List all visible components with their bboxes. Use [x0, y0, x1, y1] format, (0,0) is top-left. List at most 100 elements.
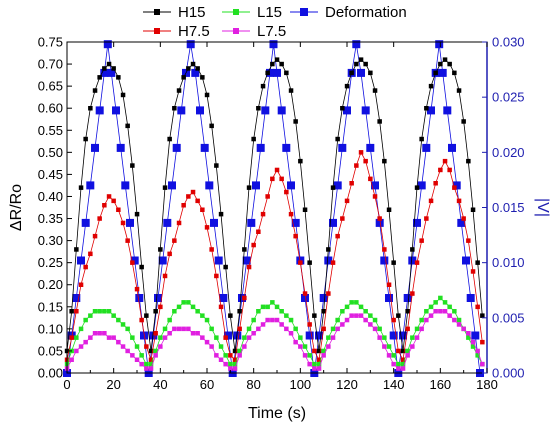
data-point	[470, 344, 476, 349]
data-point	[195, 331, 200, 336]
data-point	[344, 83, 350, 89]
data-point	[242, 256, 251, 265]
data-point	[148, 361, 154, 367]
data-point	[116, 143, 125, 152]
data-point	[214, 335, 219, 340]
data-point	[260, 83, 266, 89]
data-point	[106, 194, 112, 199]
series-h15	[64, 57, 485, 354]
data-point	[400, 348, 406, 354]
data-point	[363, 158, 368, 164]
data-point	[293, 119, 298, 124]
legend-item: L7.5	[222, 23, 286, 40]
data-point	[167, 136, 172, 142]
data-point	[252, 181, 260, 190]
data-point	[74, 335, 79, 340]
data-point	[265, 317, 270, 323]
data-point	[274, 167, 280, 173]
data-point	[176, 326, 182, 332]
legend-marker	[233, 28, 239, 34]
data-point	[427, 106, 435, 115]
data-point	[382, 335, 387, 340]
data-point	[228, 366, 233, 371]
data-point	[144, 344, 149, 349]
data-point	[223, 353, 228, 358]
data-point	[422, 143, 431, 152]
data-point	[372, 317, 378, 323]
data-point	[102, 331, 107, 336]
data-point	[301, 294, 309, 302]
data-point	[270, 317, 275, 323]
data-point	[273, 68, 281, 77]
data-point	[102, 66, 107, 71]
data-point	[462, 256, 470, 265]
data-point	[414, 260, 420, 265]
data-point	[386, 282, 392, 287]
x-tick-label: 180	[476, 377, 498, 392]
data-point	[452, 70, 457, 76]
series-l7-5	[64, 309, 485, 371]
data-point	[405, 326, 410, 332]
data-point	[326, 247, 331, 252]
y-ticks: 0.00 0.05 0.10 0.15 0.20 0.25 0.30 0.35 0.40 0.45…	[38, 35, 72, 381]
data-point	[167, 331, 172, 336]
data-point	[293, 233, 298, 239]
data-point	[410, 247, 415, 252]
data-point	[204, 92, 210, 98]
data-point	[224, 331, 232, 340]
data-point	[410, 335, 415, 340]
x-tick-label: 0	[63, 377, 70, 392]
data-point	[284, 70, 289, 76]
data-point	[106, 335, 112, 340]
data-point	[326, 291, 331, 296]
data-point	[357, 68, 365, 77]
data-point	[191, 68, 200, 77]
data-point	[302, 353, 308, 358]
data-point	[305, 331, 314, 340]
data-point	[95, 106, 104, 115]
data-point	[88, 251, 93, 257]
data-point	[190, 304, 196, 310]
data-point	[172, 326, 177, 332]
data-point	[256, 143, 265, 152]
data-point	[106, 309, 112, 314]
data-point	[190, 331, 196, 336]
data-point	[307, 353, 312, 358]
data-point	[363, 61, 368, 67]
data-point	[372, 88, 378, 93]
data-point	[438, 309, 443, 314]
data-point	[209, 247, 214, 252]
data-point	[265, 304, 270, 310]
data-point	[461, 119, 466, 124]
y-tick-label: 0.50	[38, 145, 63, 160]
y-tick-label: 0.45	[38, 167, 63, 182]
data-point	[167, 251, 172, 257]
data-point	[335, 326, 340, 332]
data-point	[168, 181, 176, 190]
data-point	[144, 366, 149, 371]
data-point	[321, 353, 326, 358]
data-point	[261, 106, 270, 115]
x-tick-label: 20	[106, 377, 120, 392]
data-point	[354, 61, 359, 67]
data-point	[442, 158, 448, 164]
data-point	[242, 344, 247, 349]
data-point	[274, 304, 280, 310]
data-point	[321, 348, 326, 354]
data-point	[403, 294, 412, 302]
data-point	[218, 211, 224, 217]
data-point	[466, 335, 471, 340]
data-point	[177, 106, 186, 115]
data-point	[400, 366, 406, 371]
data-point	[344, 198, 350, 204]
data-point	[419, 317, 424, 323]
data-point	[363, 309, 368, 314]
data-point	[410, 291, 415, 296]
data-point	[86, 181, 95, 190]
y2-tick-label: 0.020	[492, 145, 525, 160]
data-point	[83, 264, 88, 270]
data-point	[372, 326, 378, 332]
data-point	[218, 304, 224, 310]
data-point	[475, 304, 480, 310]
data-point	[349, 181, 354, 186]
